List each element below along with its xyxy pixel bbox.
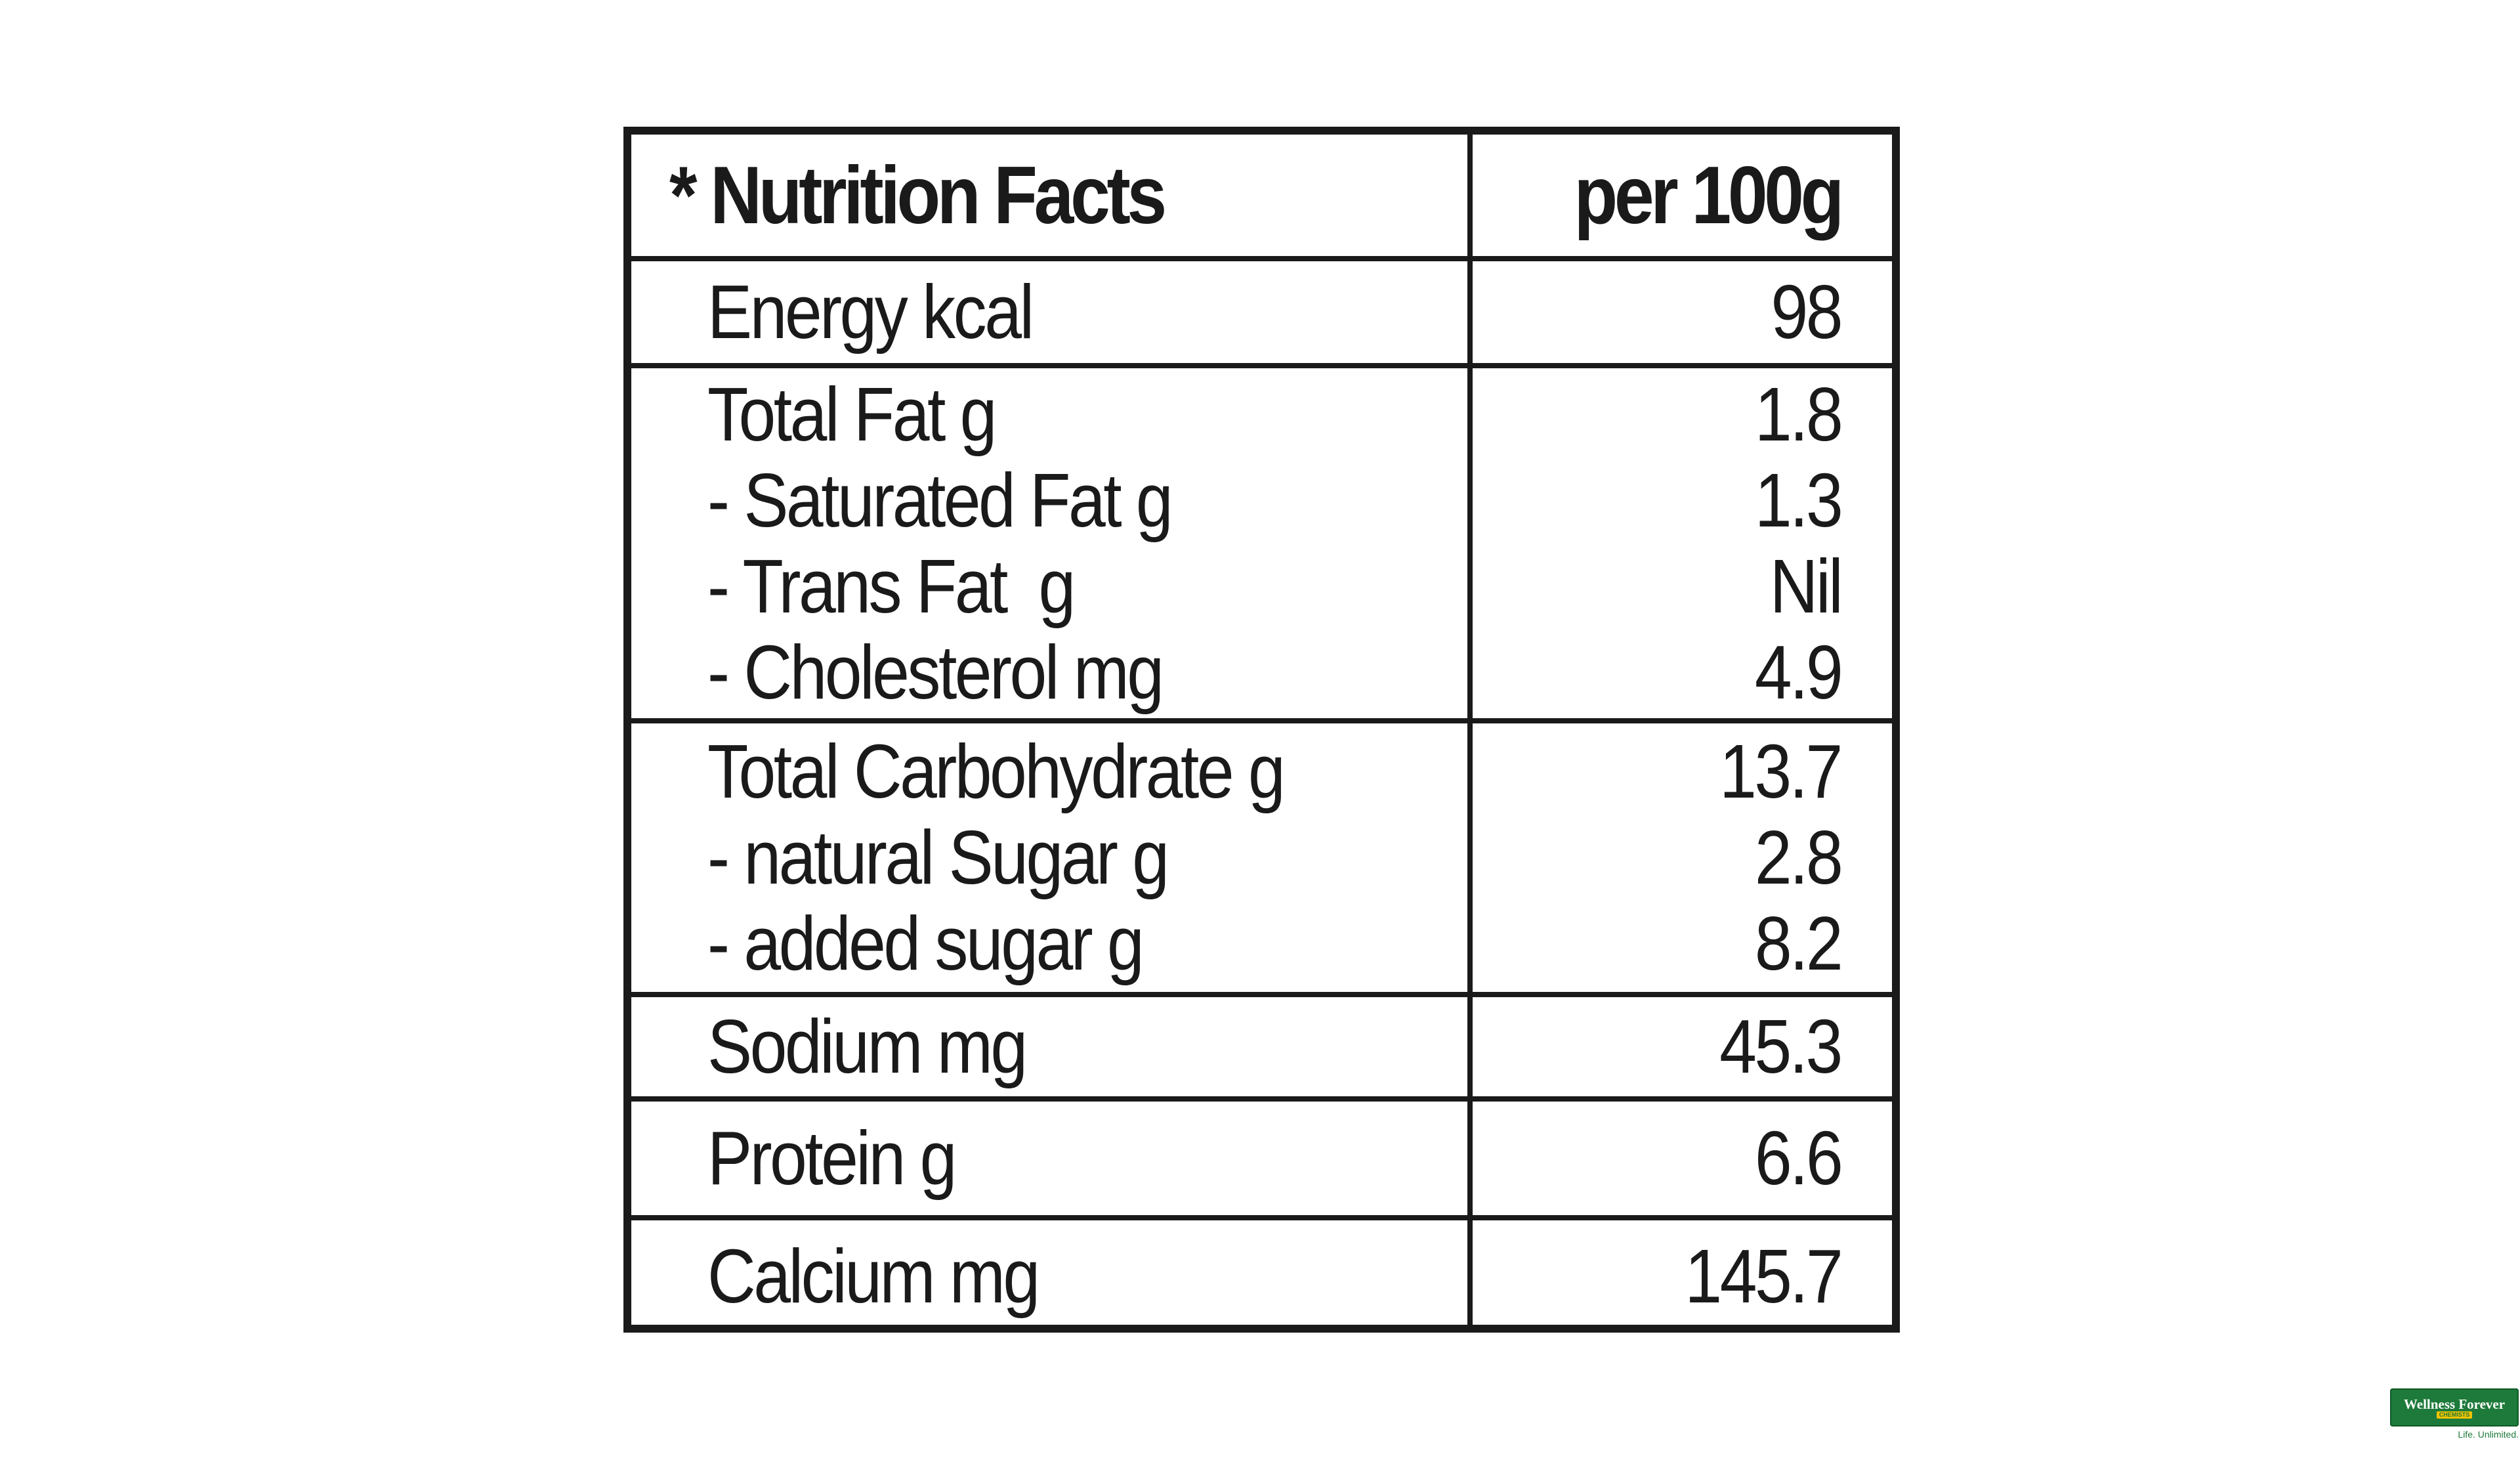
nutrient-label: Total Fat g bbox=[707, 371, 997, 457]
nutrient-label: - Cholesterol mg bbox=[707, 629, 1164, 715]
nutrient-value: 2.8 bbox=[1754, 815, 1843, 900]
nutrient-label-cell: Total Carbohydrate g - natural Sugar g -… bbox=[631, 723, 1473, 997]
nutrient-label-cell: Energy kcal bbox=[631, 261, 1473, 368]
nutrient-value: 98 bbox=[1771, 269, 1843, 354]
header-value-cell: per 100g bbox=[1473, 135, 1892, 261]
nutrient-label: - Trans Fat g bbox=[707, 543, 1076, 629]
nutrient-label: - added sugar g bbox=[707, 901, 1144, 986]
nutrient-value: 8.2 bbox=[1754, 901, 1843, 986]
nutrient-value-cell: 13.7 2.8 8.2 bbox=[1473, 723, 1892, 997]
nutrient-value: Nil bbox=[1769, 543, 1843, 629]
nutrient-label-cell: Total Fat g - Saturated Fat g - Trans Fa… bbox=[631, 368, 1473, 723]
nutrient-label-cell: Protein g bbox=[631, 1102, 1473, 1220]
brand-name: Wellness Forever bbox=[2403, 1396, 2506, 1412]
nutrient-label: Sodium mg bbox=[707, 1004, 1028, 1089]
nutrient-value: 6.6 bbox=[1754, 1115, 1843, 1201]
nutrient-value-cell: 1.8 1.3 Nil 4.9 bbox=[1473, 368, 1892, 723]
nutrient-value: 45.3 bbox=[1719, 1004, 1843, 1089]
nutrient-value-cell: 45.3 bbox=[1473, 997, 1892, 1102]
nutrient-value-cell: 6.6 bbox=[1473, 1102, 1892, 1220]
brand-logo-badge: Wellness Forever CHEMISTS bbox=[2390, 1388, 2519, 1426]
brand-subtitle: CHEMISTS bbox=[2436, 1411, 2473, 1419]
nutrient-label: Energy kcal bbox=[707, 269, 1034, 354]
nutrient-label-cell: Sodium mg bbox=[631, 997, 1473, 1102]
nutrient-label: Protein g bbox=[707, 1115, 957, 1201]
serving-basis: per 100g bbox=[1574, 150, 1844, 241]
nutrient-label: Calcium mg bbox=[707, 1233, 1040, 1319]
nutrient-label: Total Carbohydrate g bbox=[707, 729, 1286, 814]
nutrient-value: 145.7 bbox=[1685, 1233, 1843, 1319]
nutrient-label: - natural Sugar g bbox=[707, 815, 1169, 900]
nutrient-label-cell: Calcium mg bbox=[631, 1220, 1473, 1333]
nutrient-value-cell: 98 bbox=[1473, 261, 1892, 368]
nutrient-value: 13.7 bbox=[1719, 729, 1843, 814]
table-title: * Nutrition Facts bbox=[669, 150, 1167, 241]
nutrient-value: 4.9 bbox=[1754, 629, 1843, 715]
brand-tagline: Life. Unlimited. bbox=[2458, 1429, 2519, 1440]
nutrient-label: - Saturated Fat g bbox=[707, 457, 1173, 543]
brand-logo: Wellness Forever CHEMISTS Life. Unlimite… bbox=[2390, 1388, 2519, 1451]
nutrient-value: 1.8 bbox=[1754, 371, 1843, 457]
header-label-cell: * Nutrition Facts bbox=[631, 135, 1473, 261]
nutrition-facts-table: * Nutrition Facts per 100g Energy kcal 9… bbox=[623, 127, 1900, 1333]
nutrient-value: 1.3 bbox=[1754, 457, 1843, 543]
nutrient-value-cell: 145.7 bbox=[1473, 1220, 1892, 1333]
